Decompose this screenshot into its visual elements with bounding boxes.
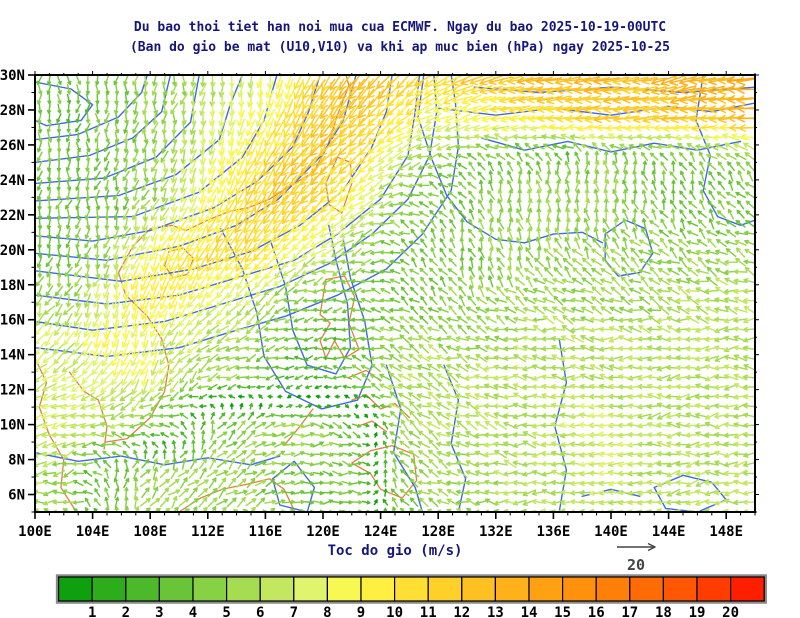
reference-arrowhead <box>647 542 656 552</box>
colorbar-tick-label: 11 <box>420 605 437 618</box>
x-tick-label: 108E <box>133 524 167 540</box>
y-tick-label: 6N <box>8 488 25 504</box>
colorbar-cell <box>729 576 765 602</box>
x-tick-label: 140E <box>594 524 628 540</box>
x-tick-label: 128E <box>421 524 455 540</box>
y-tick-label: 14N <box>0 348 25 364</box>
y-tick-label: 28N <box>0 103 25 119</box>
colorbar-tick-label: 10 <box>386 605 403 618</box>
x-axis-labels: 100E 104E 108E 112E 116E 120E 124E 128E 132E 136E… <box>18 524 743 540</box>
x-tick-label: 124E <box>364 524 398 540</box>
y-tick-label: 24N <box>0 173 25 189</box>
isobar-lines <box>35 75 755 512</box>
colorbar-tick-label: 4 <box>189 605 197 618</box>
chart-title-line2: (Ban do gio be mat (U10,V10) va khi ap m… <box>129 40 671 55</box>
colorbar-cell <box>259 576 295 602</box>
y-tick-label: 16N <box>0 313 25 329</box>
y-tick-label: 30N <box>0 68 25 84</box>
x-tick-label: 132E <box>479 524 513 540</box>
y-tick-label: 8N <box>8 453 25 469</box>
colorbar-tick-label: 15 <box>554 605 571 618</box>
colorbar-tick-label: 3 <box>155 605 163 618</box>
y-axis-labels: 6N 8N 10N 12N 14N 16N 18N 20N 22N 24N 26N 28N 30N <box>0 68 25 504</box>
colorbar-cell <box>528 576 564 602</box>
wind-arrows <box>35 75 755 512</box>
x-tick-label: 144E <box>652 524 686 540</box>
chart-title-line1: Du bao thoi tiet han noi mua cua ECMWF. … <box>133 20 667 35</box>
colorbar-cell <box>595 576 631 602</box>
colorbar-tick-label: 9 <box>357 605 365 618</box>
reference-arrow <box>617 542 656 552</box>
colorbar-tick-label: 7 <box>290 605 298 618</box>
colorbar-cell <box>662 576 698 602</box>
colorbar-cell <box>226 576 261 602</box>
y-tick-label: 10N <box>0 418 25 434</box>
colorbar-tick-label: 18 <box>655 605 672 618</box>
colorbar: 1 2 3 4 5 6 7 8 9 10 11 12 13 14 15 16 17 18 19 20 <box>55 574 767 618</box>
colorbar-tick-label: 8 <box>323 605 331 618</box>
y-tick-label: 18N <box>0 278 25 294</box>
colorbar-cell <box>461 576 496 602</box>
y-tick-label: 20N <box>0 243 25 259</box>
colorbar-cell <box>629 576 664 602</box>
colorbar-cell <box>326 576 362 602</box>
colorbar-cell <box>57 576 93 602</box>
colorbar-tick-label: 1 <box>88 605 96 618</box>
x-tick-label: 112E <box>191 524 225 540</box>
colorbar-title: Toc do gio (m/s) <box>327 543 463 559</box>
colorbar-tick-label: 19 <box>689 605 706 618</box>
colorbar-cell <box>394 576 429 602</box>
colorbar-tick-label: 14 <box>521 605 538 618</box>
colorbar-cell <box>91 576 127 602</box>
colorbar-tick-label: 12 <box>453 605 470 618</box>
axis-ticks <box>28 71 759 519</box>
y-tick-label: 12N <box>0 383 25 399</box>
x-tick-label: 104E <box>76 524 110 540</box>
colorbar-cell <box>158 576 194 602</box>
colorbar-tick-label: 2 <box>122 605 130 618</box>
x-tick-label: 120E <box>306 524 340 540</box>
x-tick-label: 116E <box>249 524 283 540</box>
colorbar-tick-label: 6 <box>256 605 264 618</box>
colorbar-cell <box>192 576 228 602</box>
y-tick-label: 26N <box>0 138 25 154</box>
colorbar-cell <box>293 576 328 602</box>
x-tick-label: 148E <box>709 524 743 540</box>
reference-arrow-label: 20 <box>627 556 645 574</box>
colorbar-cell <box>360 576 396 602</box>
colorbar-tick-label: 13 <box>487 605 504 618</box>
colorbar-cell <box>561 576 597 602</box>
colorbar-cell <box>696 576 732 602</box>
colorbar-tick-label: 17 <box>621 605 638 618</box>
colorbar-tick-label: 16 <box>588 605 605 618</box>
x-tick-label: 136E <box>537 524 571 540</box>
colorbar-tick-label: 20 <box>722 605 739 618</box>
colorbar-tick-label: 5 <box>222 605 230 618</box>
colorbar-cell <box>427 576 463 602</box>
x-tick-label: 100E <box>18 524 52 540</box>
colorbar-cell <box>125 576 161 602</box>
y-tick-label: 22N <box>0 208 25 224</box>
colorbar-cell <box>494 576 530 602</box>
